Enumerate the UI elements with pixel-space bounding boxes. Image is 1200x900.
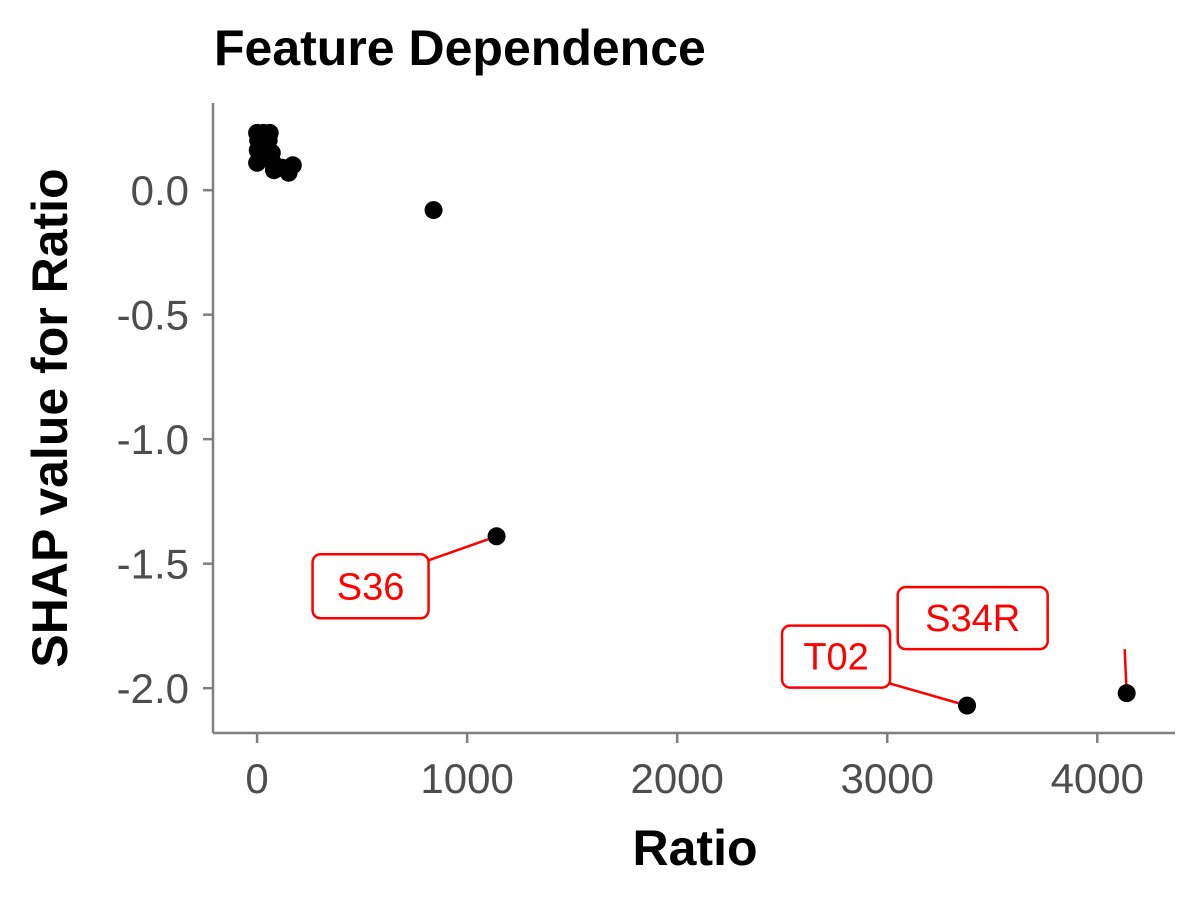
data-point <box>283 156 302 175</box>
x-axis-title: Ratio <box>633 820 758 876</box>
data-points <box>248 123 1136 715</box>
chart-title: Feature Dependence <box>214 20 706 76</box>
data-point <box>958 696 977 715</box>
x-axis-ticks: 0 1000 2000 3000 4000 <box>245 733 1144 802</box>
annotation-label-box <box>311 553 430 620</box>
data-point <box>424 201 443 220</box>
y-tick-label: -1.5 <box>117 541 189 588</box>
x-tick-label: 1000 <box>420 755 513 802</box>
x-tick-label: 2000 <box>630 755 723 802</box>
y-axis-title: SHAP value for Ratio <box>22 168 78 667</box>
y-tick-label: -2.0 <box>117 665 189 712</box>
y-tick-label: 0.0 <box>131 167 189 214</box>
annotation-label-box <box>780 624 892 689</box>
y-tick-label: -0.5 <box>117 292 189 339</box>
x-tick-label: 3000 <box>841 755 934 802</box>
annotation-leader-line <box>1123 649 1128 685</box>
annotation-label: S36 <box>337 566 405 608</box>
data-point <box>487 527 506 546</box>
annotation-label: S34R <box>925 598 1020 640</box>
x-tick-label: 4000 <box>1051 755 1144 802</box>
annotation-leader-line <box>428 538 489 562</box>
x-tick-label: 0 <box>245 755 268 802</box>
annotation-label: T02 <box>803 637 868 679</box>
y-tick-label: -1.0 <box>117 416 189 463</box>
data-point <box>1117 684 1136 703</box>
y-axis-ticks: 0.0 -0.5 -1.0 -1.5 -2.0 <box>117 167 213 712</box>
annotation-leader-line <box>889 682 959 705</box>
point-annotations: S36 T02 S34R <box>311 538 1128 705</box>
annotation-label-box <box>896 585 1049 651</box>
